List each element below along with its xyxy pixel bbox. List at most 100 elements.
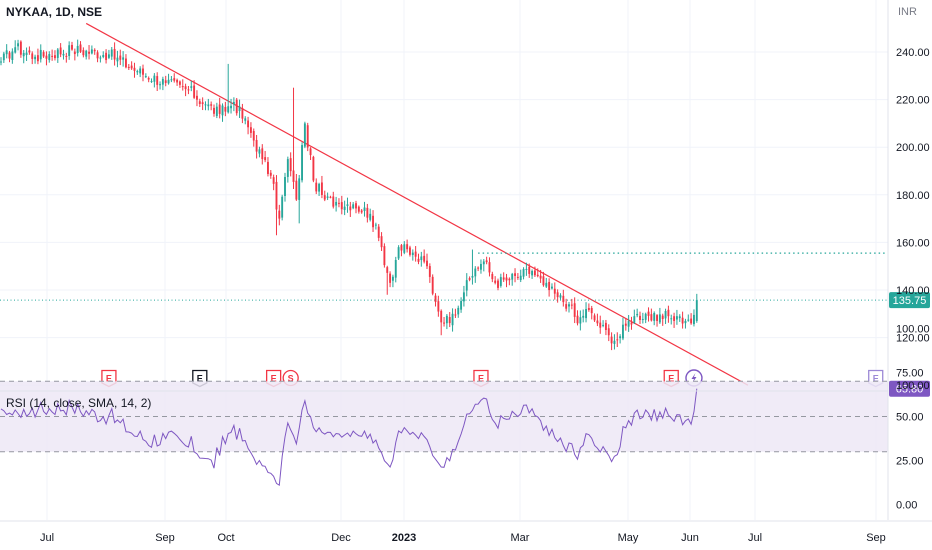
candle-body (88, 51, 90, 54)
candle-body (278, 210, 281, 219)
time-tick-label: 2023 (392, 532, 416, 544)
candle-body (238, 106, 241, 112)
candle-body (8, 52, 11, 59)
candle-body (17, 43, 19, 47)
price-axis: 240.00 220.00 200.00 180.00 160.00 140.00 120.… (896, 47, 930, 392)
candle-body (218, 104, 221, 114)
price-tick-label: 200.00 (896, 142, 930, 154)
candle-body (272, 177, 275, 184)
candle-body (488, 262, 491, 273)
candle-body (568, 304, 570, 307)
candle-body (204, 104, 207, 106)
candle-body (196, 95, 198, 100)
candle-body (119, 55, 122, 60)
candle-body (522, 269, 525, 277)
candle-body (79, 44, 82, 52)
rsi-tick-label: 75.00 (896, 368, 924, 380)
candle-body (62, 53, 65, 56)
event-icon-glyph: E (668, 374, 674, 384)
candle-body (431, 276, 434, 294)
candle-body (531, 270, 534, 276)
candle-body (423, 255, 426, 262)
candle-body (604, 322, 607, 330)
candle-body (590, 308, 593, 314)
event-icon-glyph: E (197, 374, 203, 384)
candle-body (579, 317, 582, 324)
candle-body (130, 65, 133, 69)
time-tick-label: Oct (217, 532, 234, 544)
candle-body (610, 336, 613, 344)
candle-body (105, 52, 108, 61)
candle-body (533, 270, 536, 276)
candle-body (96, 52, 99, 59)
trendline[interactable] (85, 22, 749, 386)
price-tick-label: 220.00 (896, 95, 930, 107)
candle-body (346, 204, 349, 206)
candle-body (82, 50, 85, 56)
candle-body (525, 268, 528, 270)
candle-body (585, 309, 587, 319)
candle-body (650, 314, 653, 321)
candle-body (292, 170, 295, 182)
candle-body (190, 86, 193, 88)
price-tick-label: 140.00 (896, 285, 930, 297)
candle-body (664, 311, 667, 319)
candle-body (71, 44, 73, 50)
candle-body (133, 67, 136, 71)
candle-body (235, 99, 238, 114)
candle-body (207, 104, 210, 107)
candle-body (224, 106, 227, 112)
candle-body (178, 81, 181, 85)
candle-body (451, 313, 454, 326)
candle-body (363, 207, 366, 211)
candle-body (170, 79, 173, 81)
candle-body (247, 120, 250, 128)
candle-body (389, 273, 392, 283)
candle-body (474, 268, 477, 277)
candle-body (286, 159, 289, 177)
candle-body (107, 54, 110, 58)
candle-body (505, 277, 508, 281)
candle-body (573, 303, 576, 317)
candle-body (0, 61, 2, 63)
time-tick-label: Sep (866, 532, 886, 544)
candle-body (630, 322, 633, 325)
candle-body (281, 196, 284, 218)
symbol-title: NYKAA, 1D, NSE (6, 5, 102, 19)
candle-body (36, 55, 39, 62)
candle-body (329, 196, 332, 198)
candle-body (14, 47, 17, 53)
candle-body (295, 180, 298, 200)
candle-body (221, 105, 224, 116)
candle-body (326, 196, 329, 198)
candle-body (173, 78, 176, 81)
candle-body (519, 275, 522, 281)
candle-body (372, 215, 374, 228)
rsi-tick-label: 50.00 (896, 412, 924, 424)
candle-body (397, 247, 400, 259)
candle-body (90, 49, 93, 54)
candle-body (309, 148, 312, 156)
flash-icon-bolt (691, 373, 697, 383)
candle-body (587, 307, 590, 310)
candle-body (136, 71, 139, 73)
candle-body (360, 210, 363, 213)
event-icon-glyph: E (873, 374, 879, 384)
candle-body (275, 181, 278, 210)
candle-body (56, 49, 59, 58)
candle-body (59, 47, 62, 55)
candle-body (187, 89, 190, 91)
candle-body (252, 131, 255, 141)
rsi-tick-label: 25.00 (896, 456, 924, 468)
candle-body (85, 50, 88, 57)
candle-body (377, 226, 380, 238)
candle-body (684, 320, 687, 324)
candle-body (343, 206, 346, 210)
candle-body (167, 79, 170, 84)
candle-body (613, 340, 616, 344)
candle-body (477, 267, 480, 269)
candle-body (110, 49, 113, 57)
time-tick-label: Mar (511, 532, 530, 544)
candle-body (122, 57, 125, 60)
